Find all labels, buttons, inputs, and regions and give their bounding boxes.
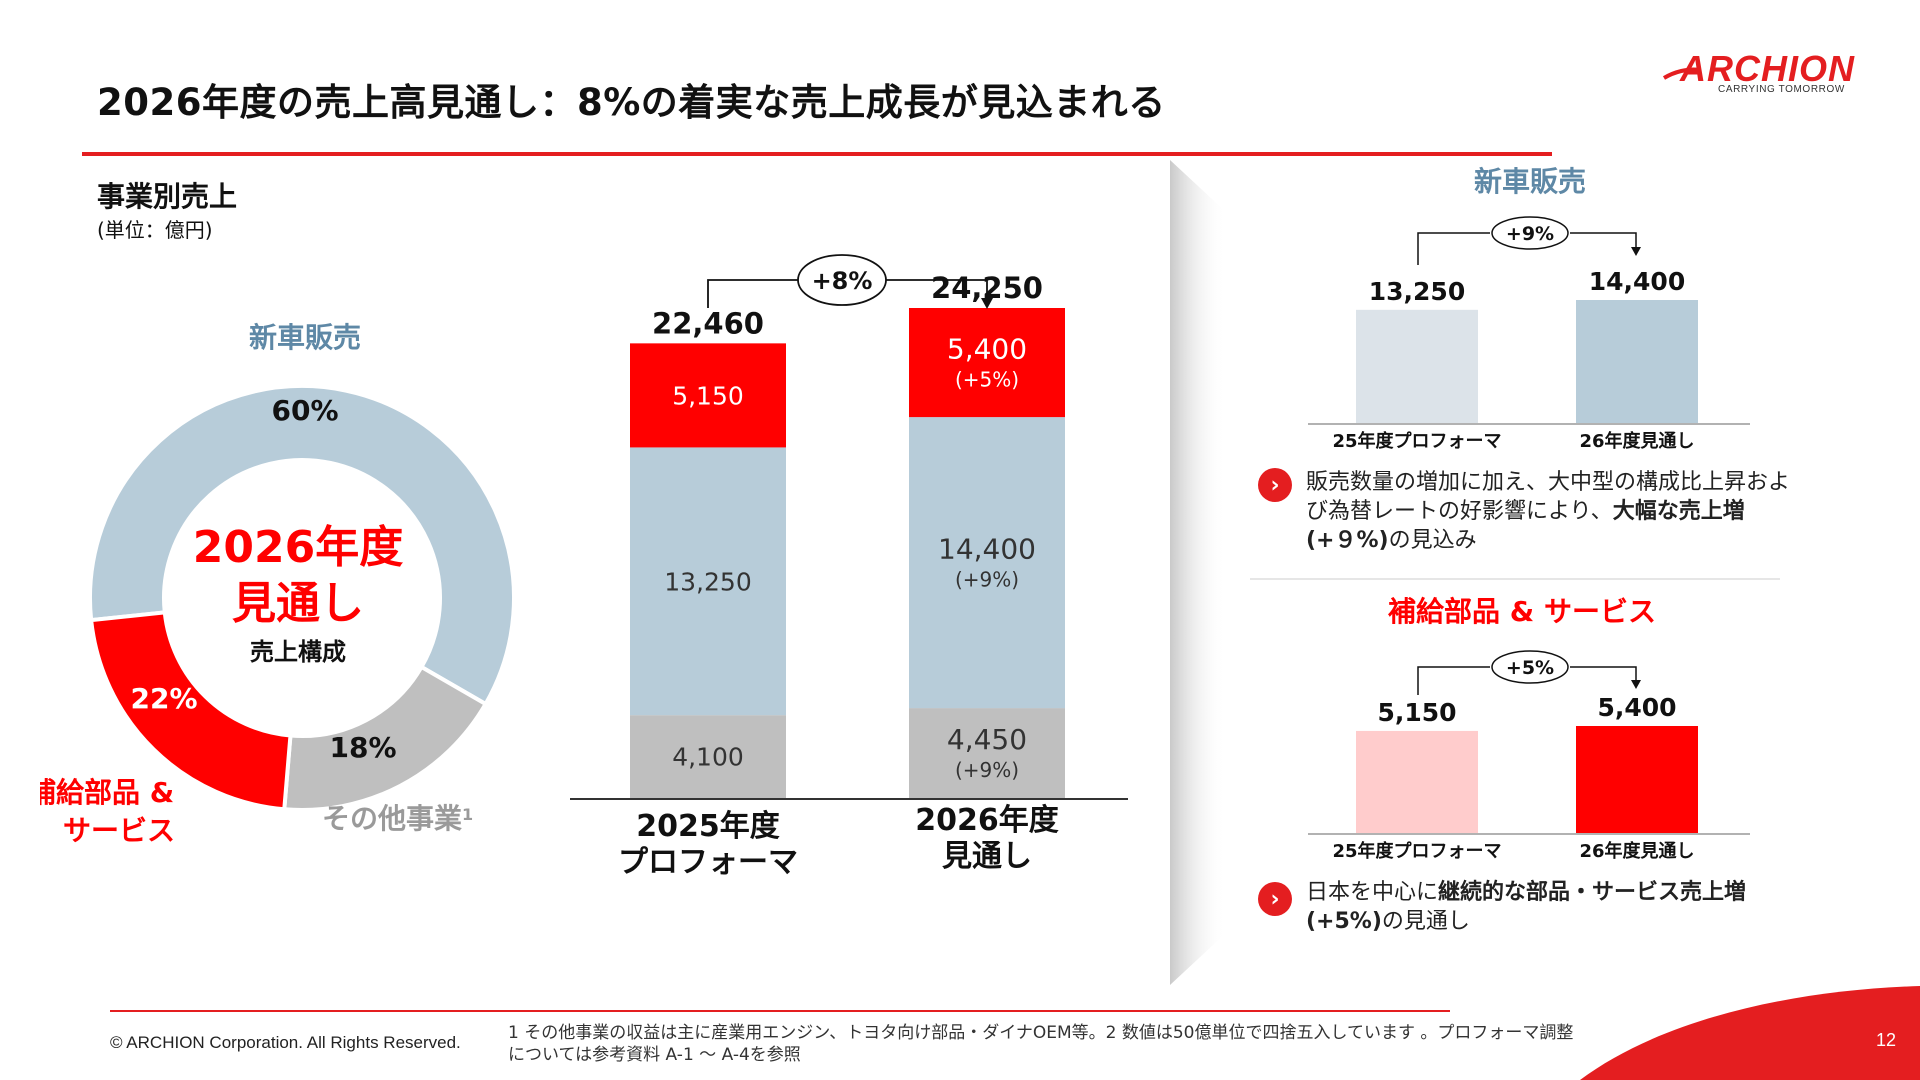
bar-segment-other-2025 — [630, 715, 786, 798]
new-car-mini-chart: 新車販売 13,250 25年度プロフォーマ 14,400 26年度見通し +9% — [1308, 165, 1750, 452]
bar-total-2025: 22,460 — [652, 306, 764, 340]
bar-segment-parts-2025 — [630, 343, 786, 448]
category-label-2025-2: プロフォーマ — [618, 845, 798, 880]
parts-bullet-text-2: の見通し — [1381, 909, 1470, 934]
growth-label: +8% — [812, 267, 873, 295]
slice-label-new-car: 新車販売 — [249, 321, 361, 354]
slice-label-parts-line2: サービス — [63, 814, 175, 847]
parts-chart-title: 補給部品 & サービス — [1387, 595, 1656, 628]
mini2-bracket-right — [1570, 666, 1637, 683]
bar-segment-new_car-2026 — [909, 417, 1065, 709]
footnote-mark-1: 1 — [462, 805, 473, 824]
segment-value-parts-2026: 5,400 — [947, 333, 1027, 366]
growth-arrow-icon — [981, 298, 993, 309]
new-car-bar-1 — [1356, 309, 1478, 423]
footer-divider — [110, 1010, 1450, 1012]
parts-bar-2 — [1576, 726, 1698, 833]
donut-slice-new-car — [88, 384, 516, 707]
slice-value-new-car: 60% — [271, 394, 338, 427]
mini1-growth-label: +9% — [1506, 223, 1554, 245]
category-label-2026-1: 2026年度 — [915, 803, 1059, 838]
chevron-right-icon: › — [1258, 468, 1292, 502]
segment-change-parts-2026: (+5%) — [955, 368, 1019, 392]
chevron-right-icon: › — [1258, 882, 1292, 916]
bar-segment-parts-2026 — [909, 308, 1065, 418]
segment-change-new_car-2026: (+9%) — [955, 568, 1019, 592]
logo-wordmark: ARCHION — [1680, 48, 1855, 89]
section-title: 事業別売上 — [97, 180, 238, 213]
mini1-arrow-icon — [1631, 247, 1641, 256]
panel-divider — [1170, 160, 1226, 985]
new-car-bar-2 — [1576, 300, 1698, 423]
logo-swoosh-icon — [1662, 67, 1700, 80]
parts-value-2: 5,400 — [1597, 693, 1676, 722]
category-label-2026-2: 見通し — [942, 839, 1032, 874]
parts-bar-1 — [1356, 730, 1478, 833]
page-number: 12 — [1875, 1030, 1896, 1050]
new-car-value-2: 14,400 — [1589, 267, 1685, 296]
parts-bullet-text: 日本を中心に継続的な部品・サービス売上増(+5%)の見通し — [1306, 878, 1806, 936]
mini1-bracket-left — [1417, 232, 1490, 265]
donut-center-subtitle: 売上構成 — [250, 638, 346, 666]
copyright: © ARCHION Corporation. All Rights Reserv… — [110, 1033, 461, 1052]
segment-change-other-2026: (+9%) — [955, 758, 1019, 782]
footnote: 1 その他事業の収益は主に産業用エンジン、トヨタ向け部品・ダイナOEM等。2 数… — [508, 1023, 1574, 1065]
mini2-bracket-left — [1417, 666, 1490, 695]
donut-center-title-line1: 2026年度 — [193, 522, 403, 573]
slice-label-parts-line1: 補給部品 & — [40, 776, 174, 809]
mini2-arrow-icon — [1631, 680, 1641, 689]
category-label-2025-1: 2025年度 — [636, 809, 780, 844]
new-car-category-2: 26年度見通し — [1579, 430, 1694, 452]
segment-value-new_car-2025: 13,250 — [664, 567, 751, 596]
segment-value-new_car-2026: 14,400 — [938, 533, 1036, 566]
parts-bullet-bold: 継続的な部品・サービス売上増(+5%) — [1306, 880, 1747, 934]
slice-label-other: その他事業1 — [322, 802, 473, 835]
growth-bubble — [797, 254, 887, 306]
new-car-bullet-text: 販売数量の増加に加え、大中型の構成比上昇および為替レートの好影響により、大幅な売… — [1306, 468, 1806, 555]
slice-value-other: 18% — [329, 731, 396, 764]
growth-bracket-right — [886, 279, 988, 302]
mini1-bracket-right — [1570, 232, 1637, 250]
bar-segment-new_car-2025 — [630, 447, 786, 716]
logo-tagline: CARRYING TOMORROW — [1718, 84, 1845, 95]
new-car-value-1: 13,250 — [1369, 277, 1465, 306]
segment-value-other-2025: 4,100 — [672, 743, 744, 772]
stacked-bar-chart: 4,10013,2505,15022,4602025年度プロフォーマ4,450(… — [570, 254, 1128, 880]
mini2-growth-bubble — [1491, 650, 1569, 684]
page-title: 2026年度の売上高見通し：8%の着実な売上成長が見込まれる — [97, 81, 1166, 124]
corner-swoosh — [1580, 986, 1920, 1080]
donut-chart: 2026年度 見通し 売上構成 新車販売 60% 18% 22% その他事業1 … — [40, 321, 516, 847]
growth-bracket-left — [707, 279, 798, 308]
donut-slice-parts — [88, 610, 293, 812]
slice-value-parts: 22% — [130, 682, 197, 715]
parts-bullet-text-1: 日本を中心に — [1306, 880, 1439, 905]
bar-segment-other-2026 — [909, 708, 1065, 798]
segment-value-parts-2025: 5,150 — [672, 381, 744, 410]
archion-logo: ARCHION CARRYING TOMORROW — [1660, 48, 1860, 98]
parts-value-1: 5,150 — [1377, 698, 1456, 727]
parts-category-2: 26年度見通し — [1579, 840, 1694, 862]
title-divider — [82, 152, 1552, 156]
unit-label: (単位：億円) — [97, 218, 213, 242]
donut-center-title-line2: 見通し — [232, 578, 364, 629]
parts-category-1: 25年度プロフォーマ — [1332, 840, 1501, 862]
new-car-bullet-text-2: の見込み — [1388, 528, 1477, 553]
slice-label-other-text: その他事業 — [322, 802, 462, 835]
new-car-bullet-bold: 大幅な売上増(+９%) — [1306, 499, 1745, 553]
new-car-bullet-text-1: 販売数量の増加に加え、大中型の構成比上昇および為替レートの好影響により、 — [1306, 470, 1791, 524]
parts-mini-chart: 補給部品 & サービス 5,15025年度プロフォーマ5,40026年度見通し … — [1308, 595, 1750, 862]
new-car-category-1: 25年度プロフォーマ — [1332, 430, 1501, 452]
mini1-growth-bubble — [1491, 216, 1569, 250]
right-panel-divider — [1250, 578, 1780, 580]
new-car-chart-title: 新車販売 — [1474, 165, 1586, 198]
mini2-growth-label: +5% — [1506, 657, 1554, 679]
segment-value-other-2026: 4,450 — [947, 723, 1027, 756]
